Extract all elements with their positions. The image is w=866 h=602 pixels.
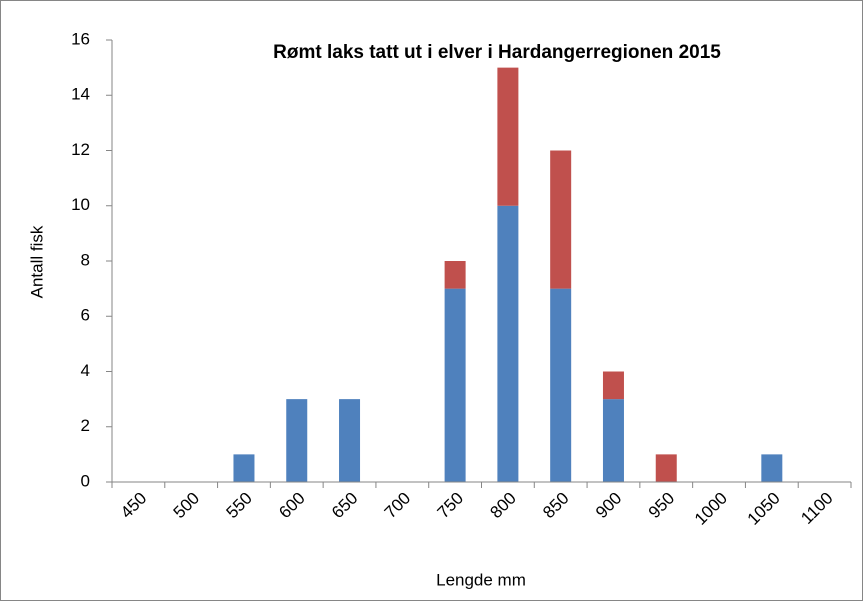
bar-segment (761, 454, 783, 482)
bar-segment (444, 261, 466, 289)
bar-segment (550, 150, 572, 289)
y-axis-label: Antall fisk (27, 225, 46, 298)
bar-segment (233, 454, 255, 482)
y-tick-label: 14 (71, 85, 90, 104)
bar-segment (286, 399, 308, 482)
bar-segment (655, 454, 677, 482)
bar-segment (602, 399, 624, 482)
chart-title: Rømt laks tatt ut i elver i Hardangerreg… (273, 42, 721, 63)
y-tick-label: 12 (71, 140, 90, 159)
y-tick-label: 8 (81, 250, 90, 269)
bar-segment (497, 67, 519, 206)
bar-segment (550, 288, 572, 482)
bar-segment (444, 288, 466, 482)
bar-segment (497, 205, 519, 482)
bar-segment (339, 399, 361, 482)
bar-segment (602, 371, 624, 400)
x-axis-label: Lengde mm (436, 570, 526, 589)
y-tick-label: 0 (81, 471, 90, 490)
y-tick-label: 10 (71, 195, 90, 214)
y-tick-label: 6 (81, 306, 90, 325)
y-tick-label: 16 (71, 29, 90, 48)
y-tick-label: 4 (81, 361, 90, 380)
y-tick-label: 2 (81, 416, 90, 435)
